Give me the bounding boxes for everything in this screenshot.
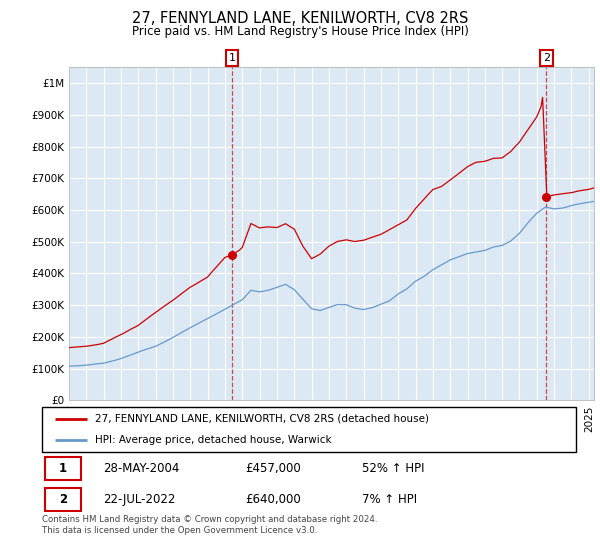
Text: 22-JUL-2022: 22-JUL-2022	[103, 493, 176, 506]
Text: 1: 1	[229, 53, 236, 63]
Text: 2: 2	[543, 53, 550, 63]
Text: Price paid vs. HM Land Registry's House Price Index (HPI): Price paid vs. HM Land Registry's House …	[131, 25, 469, 38]
FancyBboxPatch shape	[44, 488, 81, 511]
Text: 1: 1	[59, 462, 67, 475]
Text: £640,000: £640,000	[245, 493, 301, 506]
FancyBboxPatch shape	[44, 456, 81, 480]
Text: 52% ↑ HPI: 52% ↑ HPI	[362, 462, 425, 475]
Text: 27, FENNYLAND LANE, KENILWORTH, CV8 2RS: 27, FENNYLAND LANE, KENILWORTH, CV8 2RS	[132, 11, 468, 26]
FancyBboxPatch shape	[42, 407, 576, 452]
Text: 27, FENNYLAND LANE, KENILWORTH, CV8 2RS (detached house): 27, FENNYLAND LANE, KENILWORTH, CV8 2RS …	[95, 414, 430, 424]
Text: 2: 2	[59, 493, 67, 506]
Text: 28-MAY-2004: 28-MAY-2004	[103, 462, 180, 475]
Text: 7% ↑ HPI: 7% ↑ HPI	[362, 493, 418, 506]
Text: HPI: Average price, detached house, Warwick: HPI: Average price, detached house, Warw…	[95, 435, 332, 445]
Text: £457,000: £457,000	[245, 462, 301, 475]
Text: Contains HM Land Registry data © Crown copyright and database right 2024.
This d: Contains HM Land Registry data © Crown c…	[42, 515, 377, 535]
